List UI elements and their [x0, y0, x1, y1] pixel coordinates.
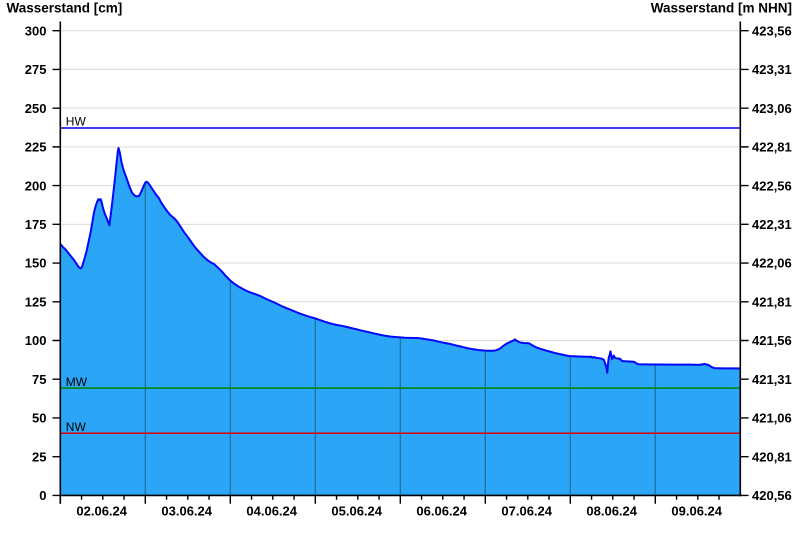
- svg-text:MW: MW: [66, 375, 88, 389]
- svg-text:422,31: 422,31: [752, 217, 792, 232]
- svg-text:02.06.24: 02.06.24: [76, 504, 127, 519]
- svg-text:08.06.24: 08.06.24: [586, 504, 637, 519]
- svg-text:423,56: 423,56: [752, 23, 792, 38]
- svg-text:421,81: 421,81: [752, 295, 792, 310]
- svg-text:423,06: 423,06: [752, 101, 792, 116]
- svg-text:25: 25: [32, 449, 46, 464]
- svg-text:175: 175: [25, 217, 47, 232]
- svg-text:Wasserstand [m NHN]: Wasserstand [m NHN]: [651, 1, 792, 16]
- svg-text:03.06.24: 03.06.24: [161, 504, 212, 519]
- svg-text:421,06: 421,06: [752, 411, 792, 426]
- svg-text:422,81: 422,81: [752, 140, 792, 155]
- svg-text:Wasserstand [cm]: Wasserstand [cm]: [7, 1, 123, 16]
- svg-text:200: 200: [25, 178, 47, 193]
- svg-text:75: 75: [32, 372, 46, 387]
- svg-text:150: 150: [25, 256, 47, 271]
- svg-text:125: 125: [25, 295, 47, 310]
- svg-text:300: 300: [25, 23, 47, 38]
- svg-text:50: 50: [32, 411, 46, 426]
- svg-text:225: 225: [25, 140, 47, 155]
- svg-text:06.06.24: 06.06.24: [416, 504, 467, 519]
- svg-text:275: 275: [25, 62, 47, 77]
- svg-text:100: 100: [25, 333, 47, 348]
- svg-text:422,56: 422,56: [752, 178, 792, 193]
- svg-text:07.06.24: 07.06.24: [501, 504, 552, 519]
- svg-text:05.06.24: 05.06.24: [331, 504, 382, 519]
- svg-text:420,81: 420,81: [752, 449, 792, 464]
- svg-text:421,31: 421,31: [752, 372, 792, 387]
- svg-text:422,06: 422,06: [752, 256, 792, 271]
- svg-text:NW: NW: [66, 420, 87, 434]
- svg-text:420,56: 420,56: [752, 488, 792, 503]
- svg-text:250: 250: [25, 101, 47, 116]
- svg-text:421,56: 421,56: [752, 333, 792, 348]
- svg-text:423,31: 423,31: [752, 62, 792, 77]
- svg-text:09.06.24: 09.06.24: [671, 504, 722, 519]
- svg-text:04.06.24: 04.06.24: [246, 504, 297, 519]
- svg-text:0: 0: [39, 488, 46, 503]
- svg-text:HW: HW: [66, 115, 87, 129]
